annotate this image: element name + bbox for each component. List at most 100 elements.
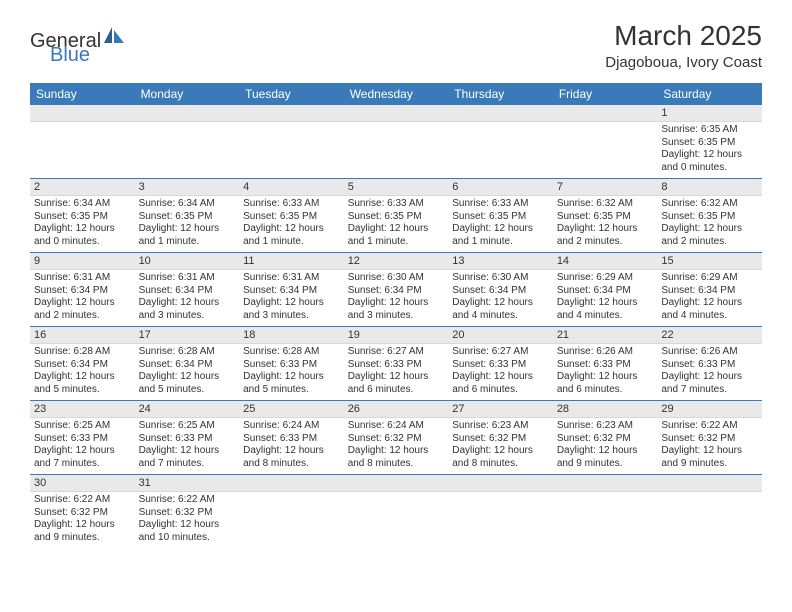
day-number-empty — [30, 105, 135, 122]
day-body: Sunrise: 6:22 AMSunset: 6:32 PMDaylight:… — [135, 492, 240, 548]
calendar-table: SundayMondayTuesdayWednesdayThursdayFrid… — [30, 83, 762, 548]
sunset-line: Sunset: 6:34 PM — [139, 359, 236, 372]
day-number-empty — [239, 105, 344, 122]
day-body: Sunrise: 6:35 AMSunset: 6:35 PMDaylight:… — [657, 122, 762, 178]
sunrise-line: Sunrise: 6:30 AM — [348, 272, 445, 285]
sunrise-line: Sunrise: 6:34 AM — [34, 198, 131, 211]
daylight-line: Daylight: 12 hours and 3 minutes. — [139, 297, 236, 322]
day-body: Sunrise: 6:25 AMSunset: 6:33 PMDaylight:… — [135, 418, 240, 474]
sunrise-line: Sunrise: 6:23 AM — [557, 420, 654, 433]
day-number-empty — [448, 475, 553, 492]
sunset-line: Sunset: 6:32 PM — [34, 507, 131, 520]
day-body: Sunrise: 6:28 AMSunset: 6:34 PMDaylight:… — [30, 344, 135, 400]
calendar-row: 2Sunrise: 6:34 AMSunset: 6:35 PMDaylight… — [30, 179, 762, 253]
daylight-line: Daylight: 12 hours and 9 minutes. — [557, 445, 654, 470]
day-body: Sunrise: 6:26 AMSunset: 6:33 PMDaylight:… — [657, 344, 762, 400]
weekday-header: Wednesday — [344, 83, 449, 105]
sunset-line: Sunset: 6:32 PM — [139, 507, 236, 520]
location: Djagoboua, Ivory Coast — [605, 54, 762, 71]
calendar-cell: 20Sunrise: 6:27 AMSunset: 6:33 PMDayligh… — [448, 327, 553, 401]
sunset-line: Sunset: 6:35 PM — [243, 211, 340, 224]
day-number-empty — [239, 475, 344, 492]
sunrise-line: Sunrise: 6:28 AM — [243, 346, 340, 359]
day-body: Sunrise: 6:26 AMSunset: 6:33 PMDaylight:… — [553, 344, 658, 400]
day-number-empty — [553, 105, 658, 122]
calendar-cell: 19Sunrise: 6:27 AMSunset: 6:33 PMDayligh… — [344, 327, 449, 401]
sunrise-line: Sunrise: 6:22 AM — [139, 494, 236, 507]
sunset-line: Sunset: 6:32 PM — [452, 433, 549, 446]
weekday-header: Monday — [135, 83, 240, 105]
calendar-cell: 18Sunrise: 6:28 AMSunset: 6:33 PMDayligh… — [239, 327, 344, 401]
day-number: 9 — [30, 253, 135, 270]
day-body: Sunrise: 6:31 AMSunset: 6:34 PMDaylight:… — [239, 270, 344, 326]
calendar-cell: 6Sunrise: 6:33 AMSunset: 6:35 PMDaylight… — [448, 179, 553, 253]
weekday-header: Sunday — [30, 83, 135, 105]
daylight-line: Daylight: 12 hours and 1 minute. — [348, 223, 445, 248]
sunrise-line: Sunrise: 6:28 AM — [34, 346, 131, 359]
day-number: 3 — [135, 179, 240, 196]
calendar-cell — [344, 105, 449, 179]
daylight-line: Daylight: 12 hours and 8 minutes. — [348, 445, 445, 470]
calendar-cell — [239, 105, 344, 179]
day-body: Sunrise: 6:24 AMSunset: 6:33 PMDaylight:… — [239, 418, 344, 474]
sunset-line: Sunset: 6:33 PM — [557, 359, 654, 372]
calendar-cell: 7Sunrise: 6:32 AMSunset: 6:35 PMDaylight… — [553, 179, 658, 253]
calendar-cell: 22Sunrise: 6:26 AMSunset: 6:33 PMDayligh… — [657, 327, 762, 401]
calendar-cell — [553, 475, 658, 549]
sunset-line: Sunset: 6:33 PM — [243, 359, 340, 372]
sunset-line: Sunset: 6:34 PM — [452, 285, 549, 298]
calendar-cell — [448, 475, 553, 549]
daylight-line: Daylight: 12 hours and 7 minutes. — [139, 445, 236, 470]
calendar-cell: 31Sunrise: 6:22 AMSunset: 6:32 PMDayligh… — [135, 475, 240, 549]
sunrise-line: Sunrise: 6:33 AM — [243, 198, 340, 211]
calendar-cell: 4Sunrise: 6:33 AMSunset: 6:35 PMDaylight… — [239, 179, 344, 253]
daylight-line: Daylight: 12 hours and 5 minutes. — [139, 371, 236, 396]
daylight-line: Daylight: 12 hours and 3 minutes. — [243, 297, 340, 322]
calendar-cell: 26Sunrise: 6:24 AMSunset: 6:32 PMDayligh… — [344, 401, 449, 475]
day-number: 11 — [239, 253, 344, 270]
sunset-line: Sunset: 6:33 PM — [452, 359, 549, 372]
daylight-line: Daylight: 12 hours and 2 minutes. — [34, 297, 131, 322]
daylight-line: Daylight: 12 hours and 5 minutes. — [34, 371, 131, 396]
sunrise-line: Sunrise: 6:22 AM — [34, 494, 131, 507]
calendar-cell — [30, 105, 135, 179]
daylight-line: Daylight: 12 hours and 0 minutes. — [661, 149, 758, 174]
calendar-cell: 28Sunrise: 6:23 AMSunset: 6:32 PMDayligh… — [553, 401, 658, 475]
calendar-cell: 1Sunrise: 6:35 AMSunset: 6:35 PMDaylight… — [657, 105, 762, 179]
day-body: Sunrise: 6:24 AMSunset: 6:32 PMDaylight:… — [344, 418, 449, 474]
sunset-line: Sunset: 6:34 PM — [348, 285, 445, 298]
day-body: Sunrise: 6:34 AMSunset: 6:35 PMDaylight:… — [30, 196, 135, 252]
sunrise-line: Sunrise: 6:24 AM — [348, 420, 445, 433]
day-number: 1 — [657, 105, 762, 122]
day-number: 16 — [30, 327, 135, 344]
sunrise-line: Sunrise: 6:27 AM — [452, 346, 549, 359]
day-body: Sunrise: 6:33 AMSunset: 6:35 PMDaylight:… — [448, 196, 553, 252]
day-body: Sunrise: 6:28 AMSunset: 6:34 PMDaylight:… — [135, 344, 240, 400]
calendar-cell: 27Sunrise: 6:23 AMSunset: 6:32 PMDayligh… — [448, 401, 553, 475]
logo-text-blue: Blue — [50, 44, 90, 67]
sunset-line: Sunset: 6:35 PM — [661, 211, 758, 224]
calendar-cell: 2Sunrise: 6:34 AMSunset: 6:35 PMDaylight… — [30, 179, 135, 253]
day-body: Sunrise: 6:34 AMSunset: 6:35 PMDaylight:… — [135, 196, 240, 252]
calendar-cell: 8Sunrise: 6:32 AMSunset: 6:35 PMDaylight… — [657, 179, 762, 253]
calendar-cell — [135, 105, 240, 179]
sunset-line: Sunset: 6:33 PM — [34, 433, 131, 446]
daylight-line: Daylight: 12 hours and 5 minutes. — [243, 371, 340, 396]
daylight-line: Daylight: 12 hours and 9 minutes. — [34, 519, 131, 544]
day-body: Sunrise: 6:32 AMSunset: 6:35 PMDaylight:… — [657, 196, 762, 252]
day-number: 27 — [448, 401, 553, 418]
day-number: 2 — [30, 179, 135, 196]
sunset-line: Sunset: 6:34 PM — [34, 285, 131, 298]
day-number-empty — [657, 475, 762, 492]
day-number: 15 — [657, 253, 762, 270]
calendar-cell: 30Sunrise: 6:22 AMSunset: 6:32 PMDayligh… — [30, 475, 135, 549]
calendar-cell: 12Sunrise: 6:30 AMSunset: 6:34 PMDayligh… — [344, 253, 449, 327]
day-number-empty — [344, 475, 449, 492]
sunrise-line: Sunrise: 6:26 AM — [557, 346, 654, 359]
daylight-line: Daylight: 12 hours and 3 minutes. — [348, 297, 445, 322]
day-number: 24 — [135, 401, 240, 418]
day-body: Sunrise: 6:33 AMSunset: 6:35 PMDaylight:… — [239, 196, 344, 252]
weekday-header-row: SundayMondayTuesdayWednesdayThursdayFrid… — [30, 83, 762, 105]
calendar-cell: 17Sunrise: 6:28 AMSunset: 6:34 PMDayligh… — [135, 327, 240, 401]
calendar-cell: 16Sunrise: 6:28 AMSunset: 6:34 PMDayligh… — [30, 327, 135, 401]
